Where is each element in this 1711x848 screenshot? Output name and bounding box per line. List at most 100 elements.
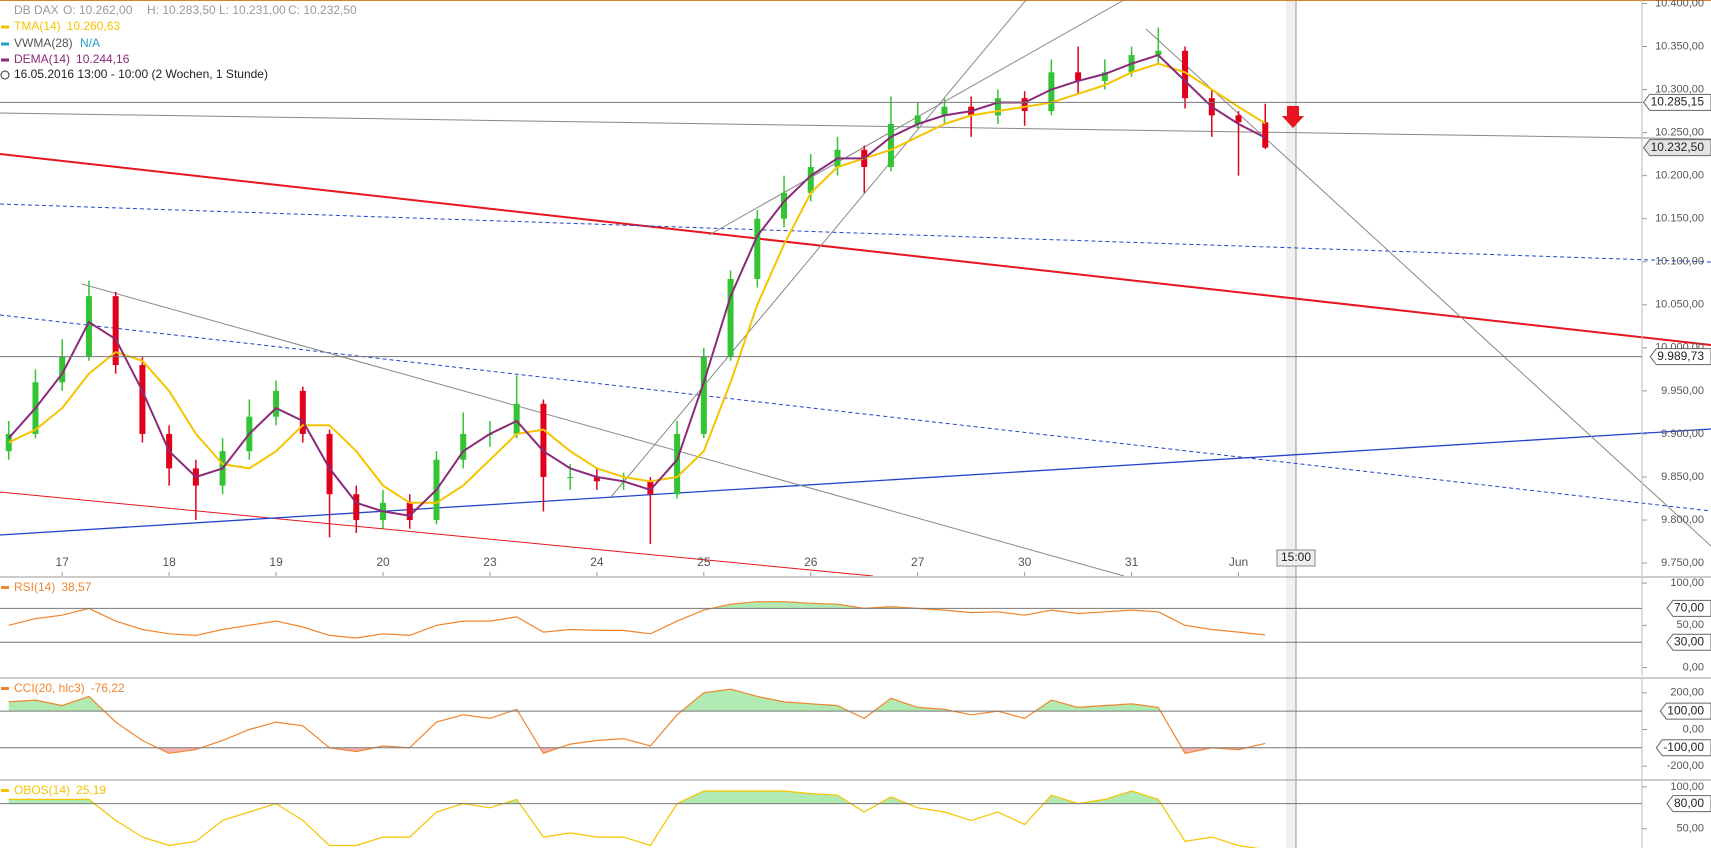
level-label-box [1666, 795, 1711, 813]
x-tick-label: 18 [162, 555, 176, 569]
legend-swatch [1, 42, 9, 46]
candle-body [754, 218, 761, 279]
indicator-line [7, 53, 1266, 517]
trendline [0, 491, 874, 576]
level-label-box [1655, 739, 1711, 757]
date-range: 16.05.2016 13:00 - 10:00 (2 Wochen, 1 St… [14, 67, 268, 81]
hline-label-box [1649, 348, 1711, 366]
legend-name: DEMA(14) [14, 52, 70, 66]
x-tick-label: 31 [1125, 555, 1139, 569]
trendline [0, 428, 1711, 536]
level-label: 70,00 [1674, 601, 1704, 615]
hline-label: 10.285,15 [1651, 95, 1705, 109]
x-tick-label: Jun [1229, 555, 1248, 569]
candle-body [941, 106, 948, 116]
legend-swatch [1, 58, 9, 62]
x-tick-label: 19 [269, 555, 283, 569]
x-tick-label: 20 [376, 555, 390, 569]
trendline [0, 314, 1711, 512]
trendline [81, 283, 1125, 576]
y-tick-label: 10.150,00 [1655, 213, 1704, 225]
candle-body [994, 98, 1001, 116]
level-label: 100,00 [1667, 703, 1704, 717]
ohlc-high: H: 10.283,50 [147, 3, 216, 17]
y-tick-label: 9.800,00 [1661, 514, 1704, 526]
plot [8, 688, 1266, 755]
overbought-fill [88, 601, 918, 609]
y-tick-label: 0,00 [1683, 661, 1704, 673]
legend-name: TMA(14) [14, 19, 61, 33]
level-label-box [1666, 599, 1711, 617]
candle-body [139, 365, 146, 434]
candle-body [353, 494, 360, 521]
candle-body [593, 476, 600, 482]
y-tick-label: 50,00 [1676, 823, 1704, 835]
candle-body [781, 192, 788, 219]
crosshair-label: 15:00 [1281, 550, 1311, 564]
panel-swatch [1, 586, 9, 589]
overbought-fill [8, 791, 1266, 804]
sell-arrow [1282, 106, 1304, 128]
crosshair-band [1286, 0, 1296, 848]
panel-swatch [1, 789, 9, 792]
x-tick-label: 23 [483, 555, 497, 569]
candle-body [1235, 115, 1242, 123]
trendline [1145, 28, 1711, 547]
candle-body [1155, 50, 1162, 56]
symbol: DB DAX [14, 3, 59, 17]
crosshair-label-box [1276, 549, 1316, 567]
indicator-line [8, 62, 1266, 504]
clock-icon [0, 70, 10, 80]
plot [8, 790, 1266, 848]
candle-body [914, 115, 921, 124]
y-tick-label: 9.750,00 [1661, 557, 1704, 569]
y-tick-label: 10.400,00 [1655, 0, 1704, 9]
last-price-label: 10.232,50 [1651, 140, 1705, 154]
candle-body [112, 296, 119, 366]
y-tick-label: 10.200,00 [1655, 170, 1704, 182]
candle-body [1075, 72, 1082, 81]
candle-body [460, 433, 467, 460]
y-tick-label: 10.350,00 [1655, 40, 1704, 52]
panel-value: 25,19 [76, 783, 106, 797]
y-tick-label: -200,00 [1667, 760, 1704, 772]
x-tick-label: 27 [911, 555, 925, 569]
candle-body [273, 390, 280, 417]
plot [8, 601, 1266, 643]
overbought-fill [8, 689, 1161, 712]
candle-body [567, 476, 574, 478]
trendline [0, 153, 1711, 346]
ohlc-low: L: 10.231,00 [219, 3, 286, 17]
panel-title: OBOS(14) [14, 783, 70, 797]
legend-swatch [1, 25, 9, 29]
y-tick-label: 50,00 [1676, 619, 1704, 631]
header: DB DAX O: 10.262,00 H: 10.283,50 L: 10.2… [0, 3, 357, 81]
candle-body [1101, 72, 1108, 81]
level-label: 30,00 [1674, 634, 1704, 648]
y-tick-label: 10.050,00 [1655, 299, 1704, 311]
y-tick-label: 10.100,00 [1655, 256, 1704, 268]
candle-body [326, 433, 333, 495]
x-tick-label: 25 [697, 555, 711, 569]
oversold-fill [8, 747, 1266, 754]
candle-body [807, 167, 814, 193]
level-label-box [1666, 633, 1711, 651]
level-fill-group [8, 791, 1266, 804]
trendline [0, 203, 1711, 263]
candle-body [700, 356, 707, 434]
y-tick-label: 10.300,00 [1655, 83, 1704, 95]
panel-swatch [1, 687, 9, 690]
oversold-fill [9, 602, 1266, 643]
y-tick-label: 100,00 [1670, 577, 1704, 589]
y-tick-label: 200,00 [1670, 687, 1704, 699]
candle-body [59, 356, 66, 383]
candle-body [1021, 98, 1028, 112]
candle-body [1182, 50, 1189, 99]
legend-value: 10.244,16 [76, 52, 130, 66]
level-fill-group [88, 601, 918, 609]
panel-value: -76,22 [91, 681, 125, 695]
level-label: -100,00 [1663, 740, 1704, 754]
y-tick-label: 100,00 [1670, 781, 1704, 793]
panel-value: 38,57 [61, 580, 91, 594]
candle-body [727, 278, 734, 357]
